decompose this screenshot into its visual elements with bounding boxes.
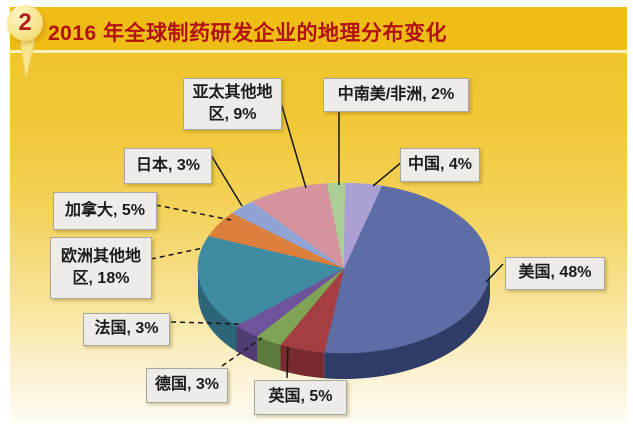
- pie-slice-side-usa: [324, 268, 490, 379]
- slide-number-badge: 2: [5, 3, 47, 85]
- pie-slice-usa: [323, 185, 491, 354]
- pie-slice-europe-other: [197, 235, 345, 326]
- pie-3d: [197, 182, 491, 379]
- badge-number: 2: [18, 9, 32, 36]
- title-bar: 2016 年全球制药研发企业的地理分布变化: [10, 7, 627, 53]
- callout-uk: 英国, 5%: [254, 380, 347, 415]
- callout-china: 中国, 4%: [400, 148, 480, 182]
- pie-slice-china: [343, 182, 383, 269]
- callout-line-france: [170, 321, 241, 325]
- callout-line-europe: [150, 247, 204, 260]
- callout-germany: 德国, 3%: [146, 368, 228, 403]
- badge-tail-icon: [18, 30, 38, 80]
- pie-slice-side-france: [236, 325, 257, 363]
- callout-japan: 日本, 3%: [124, 148, 212, 184]
- pie-slice-apac-other: [251, 183, 345, 269]
- callout-line-uk: [286, 346, 289, 379]
- pie-slice-side-germany: [257, 336, 281, 371]
- callout-latam-africa: 中南美/非洲, 2%: [323, 78, 469, 112]
- callout-europe-other: 欧洲其他地 区, 18%: [50, 237, 152, 299]
- pie-slice-side-europe-other: [198, 268, 237, 352]
- callout-line-apac: [280, 102, 307, 189]
- callout-line-canada: [155, 204, 232, 221]
- callout-line-usa: [485, 263, 504, 283]
- callout-line-japan: [210, 154, 243, 207]
- callout-canada: 加拿大, 5%: [53, 192, 157, 230]
- callout-line-germany: [221, 337, 263, 367]
- pie-slice-side-uk: [280, 344, 325, 379]
- callout-line-china: [372, 160, 404, 187]
- callout-france: 法国, 3%: [83, 313, 170, 346]
- chart-title: 2016 年全球制药研发企业的地理分布变化: [48, 22, 448, 45]
- badge-circle: 2: [7, 5, 43, 41]
- callout-lines: [150, 102, 504, 379]
- callout-apac-other: 亚太其他地 区, 9%: [183, 78, 282, 130]
- callout-usa: 美国, 48%: [505, 257, 605, 290]
